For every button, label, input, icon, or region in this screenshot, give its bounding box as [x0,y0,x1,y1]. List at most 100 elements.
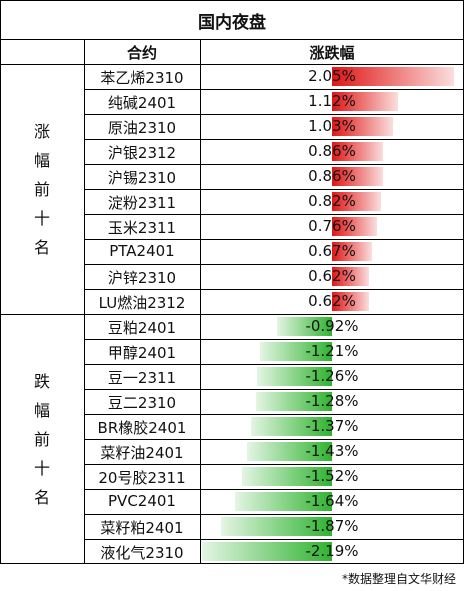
group-label-char: 跌 [33,371,50,391]
row-line [84,264,464,265]
contract-name: LU燃油2312 [98,294,186,312]
group-label-down: 跌幅前十名 [0,314,84,564]
group-label-char: 涨 [33,121,50,141]
contract-name: BR橡胶2401 [97,419,187,437]
change-value: -1.37% [305,417,359,435]
contract-name: PVC2401 [108,492,176,510]
contract-name: 豆二2310 [107,394,177,412]
change-value: 1.12% [308,92,356,110]
group-label-char: 幅 [33,150,50,170]
row-line [84,364,464,365]
change-value: 0.62% [308,292,356,310]
contract-name: 甲醇2401 [107,344,177,362]
gain-bar [332,217,378,236]
contract-name: 豆粕2401 [107,319,177,337]
loss-bar [202,542,332,561]
group-label-char: 前 [33,179,50,199]
row-line [84,89,464,90]
contract-name: 20号胶2311 [98,469,186,487]
row-line [84,339,464,340]
group-label-char: 名 [33,487,50,507]
loss-bar [260,342,332,361]
row-line [84,464,464,465]
loss-bar [241,467,332,486]
loss-bar [220,517,332,536]
group-label-char: 前 [33,429,50,449]
contract-name: 豆一2311 [107,369,177,387]
contract-name: 沪锡2310 [107,169,177,187]
change-value: 0.67% [308,242,356,260]
change-value: 0.86% [308,167,356,185]
table-left-line [0,40,1,564]
change-value: 0.76% [308,217,356,235]
group-label-char: 十 [33,458,50,478]
loss-bar [234,492,332,511]
change-value: -1.52% [305,467,359,485]
col-divider-a [84,40,85,564]
table-bottom-line [0,563,464,564]
group-label-char: 幅 [33,400,50,420]
group-label-up: 涨幅前十名 [0,64,84,314]
row-line [84,164,464,165]
loss-bar [277,317,332,336]
contract-name: PTA2401 [109,242,175,260]
change-value: 2.05% [308,67,356,85]
contract-name: 菜籽油2401 [100,444,184,462]
change-value: 0.62% [308,267,356,285]
loss-bar [250,417,332,436]
loss-bar [257,367,332,386]
loss-bar [247,442,332,461]
gain-bar [332,92,399,111]
change-value: -1.87% [305,517,359,535]
row-line [84,514,464,515]
gain-bar [332,192,381,211]
contract-name: 纯碱2401 [107,94,177,112]
gain-bar [332,142,384,161]
contract-name: 沪锌2310 [107,269,177,287]
contract-name: 菜籽粕2401 [100,519,184,537]
header-contract: 合约 [126,43,157,62]
change-value: -1.64% [305,492,359,510]
row-line [84,214,464,215]
contract-name: 沪银2312 [107,144,177,162]
contract-name: 玉米2311 [107,219,177,237]
contract-name: 淀粉2311 [107,194,177,212]
row-line [84,439,464,440]
row-line [84,189,464,190]
change-value: -0.92% [305,317,359,335]
group-label-char: 名 [33,237,50,257]
loss-bar [256,392,332,411]
change-value: -1.43% [305,442,359,460]
change-value: -1.21% [305,342,359,360]
gain-bar [332,267,369,286]
header-change: 涨跌幅 [309,43,355,62]
table-title: 国内夜盘 [0,0,464,40]
group-label-char: 十 [33,208,50,228]
header-bottom-line [0,64,464,65]
change-value: -2.19% [305,542,359,560]
row-line [84,139,464,140]
row-line [84,289,464,290]
gain-bar [332,117,394,136]
gain-bar [332,292,369,311]
gain-bar [332,242,372,261]
contract-name: 原油2310 [107,119,177,137]
row-line [84,114,464,115]
gain-bar [332,67,454,86]
group-divider-line [0,314,464,315]
gain-bar [332,167,384,186]
change-value: 0.86% [308,142,356,160]
row-line [84,539,464,540]
row-line [84,389,464,390]
contract-name: 液化气2310 [100,544,184,562]
change-value: 1.03% [308,117,356,135]
change-value: 0.82% [308,192,356,210]
contract-name: 苯乙烯2310 [100,69,184,87]
row-line [84,489,464,490]
footnote: *数据整理自文华财经 [341,572,456,586]
change-value: -1.28% [305,392,359,410]
row-line [84,239,464,240]
col-divider-b [200,40,201,564]
change-value: -1.26% [305,367,359,385]
